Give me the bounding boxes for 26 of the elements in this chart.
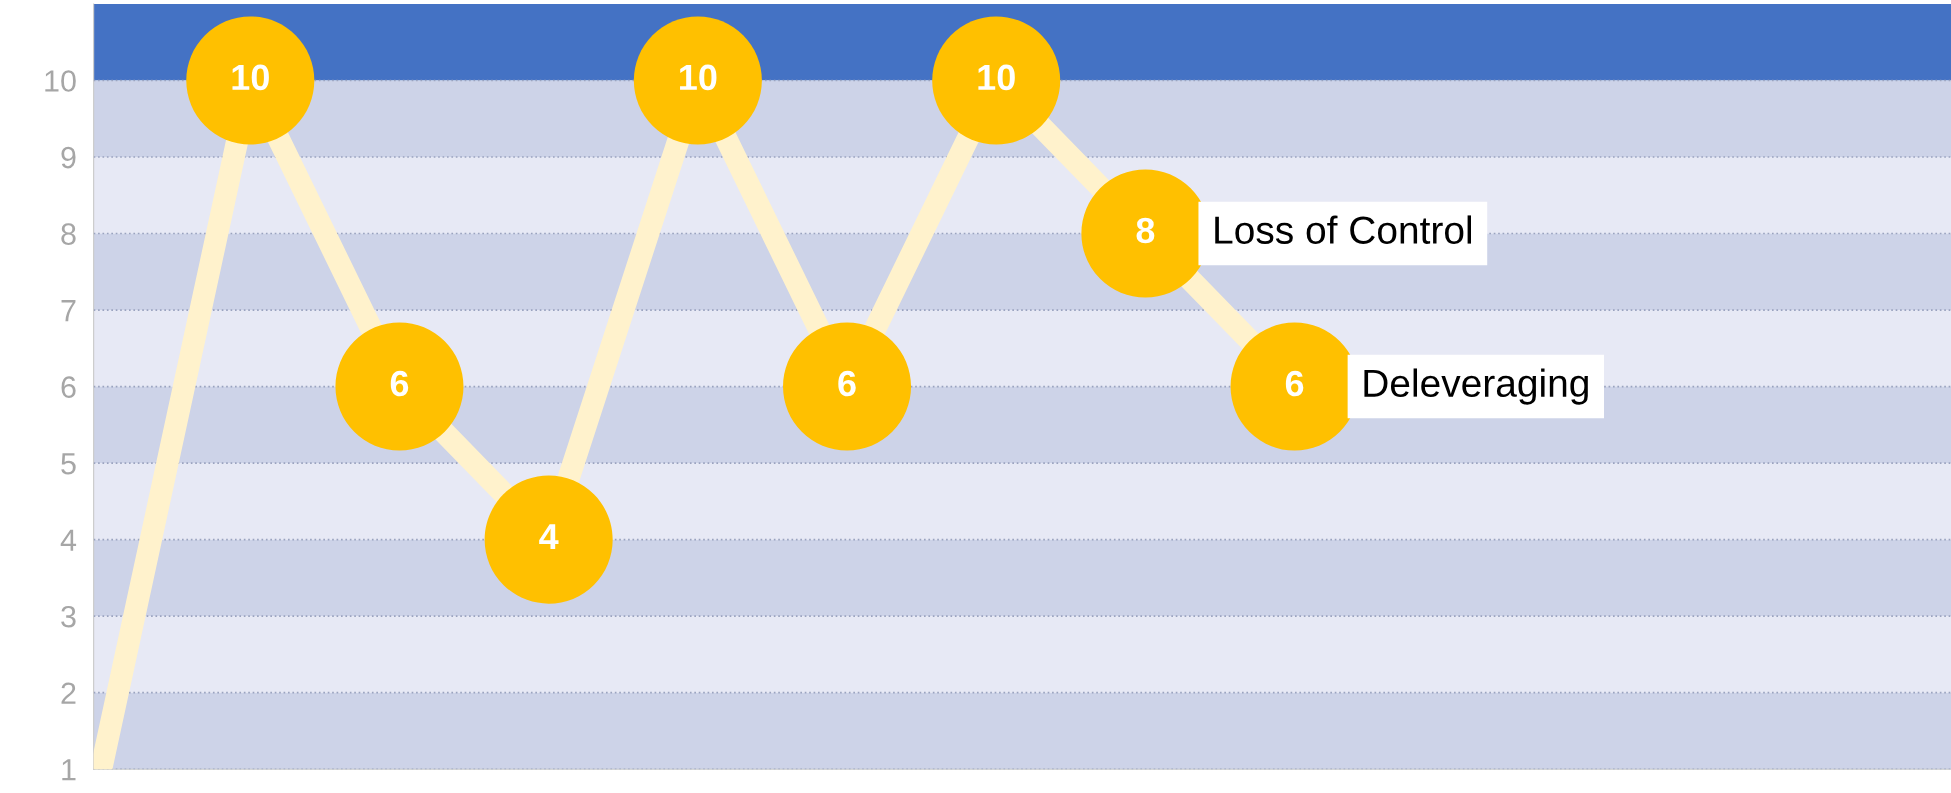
point: [932, 16, 1061, 145]
y-tick-label: 5: [61, 453, 76, 475]
point: [335, 322, 464, 451]
y-tick-label: 7: [61, 300, 76, 322]
data-label: 6: [390, 370, 409, 397]
y-tick-label: 1: [62, 759, 76, 781]
y-tick-label: 10: [45, 70, 76, 92]
data-label: 10: [232, 64, 269, 91]
y-tick-label: 6: [61, 376, 76, 398]
data-label: 6: [1285, 370, 1304, 397]
y-tick-label: 2: [61, 682, 76, 704]
y-tick-label: 4: [60, 529, 77, 551]
data-label: 4: [539, 524, 559, 549]
annotation: Loss of Control: [1215, 215, 1472, 244]
data-label: 8: [1136, 217, 1155, 244]
point: [186, 16, 315, 145]
annotation: Deleveraging: [1364, 368, 1588, 405]
y-tick-label: 9: [61, 146, 76, 169]
data-label: 10: [978, 64, 1015, 91]
data-label: 10: [680, 64, 717, 91]
data-label: 6: [838, 370, 856, 397]
point: [484, 475, 613, 604]
y-tick-label: 3: [61, 605, 76, 628]
point: [783, 322, 912, 451]
point: [633, 16, 762, 145]
y-tick-label: 8: [61, 223, 76, 245]
